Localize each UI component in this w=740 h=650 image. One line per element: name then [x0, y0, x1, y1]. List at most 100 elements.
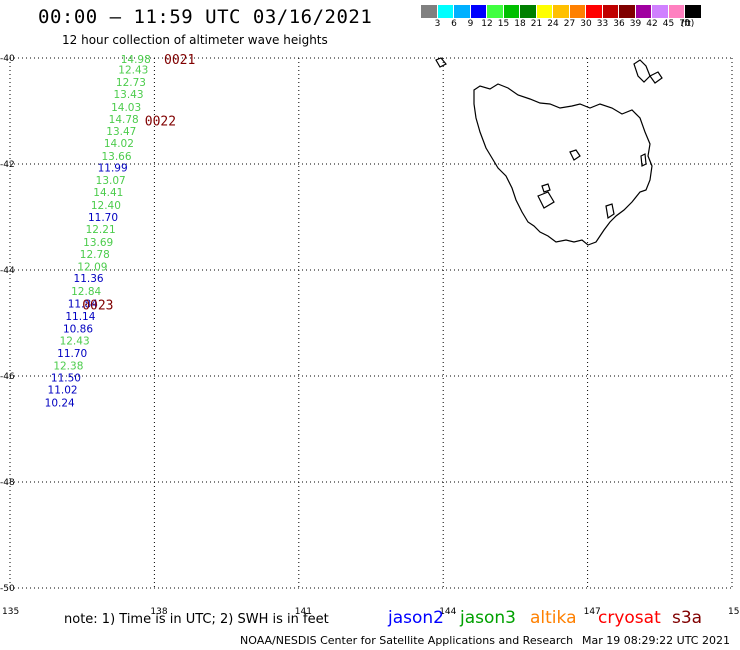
- lat-lon-grid: 135 138 141 144 147 150 -40 -42 -44 -46 -48 -50: [0, 54, 740, 617]
- tasmania-mainland: [473, 83, 653, 246]
- swh-value-label: 13.69: [83, 237, 113, 249]
- swh-value-label: 11.36: [74, 273, 104, 285]
- color-scale-label: 36: [613, 19, 625, 29]
- swh-value-label: 12.78: [80, 249, 110, 261]
- color-scale-label: 45: [662, 19, 675, 29]
- color-scale-cell: [421, 5, 438, 18]
- swh-value-label: 10.24: [45, 398, 75, 410]
- legend-jason3: jason3: [460, 608, 516, 628]
- color-scale-label: 18: [514, 19, 526, 29]
- great-lake: [569, 149, 581, 161]
- color-scale-legend: 3 6 9 12 15 18 21 24 27 30 33 36 39 42 45 70 (ft): [421, 5, 702, 30]
- color-scale-cell: [619, 5, 636, 18]
- color-scale-label: 42: [646, 19, 658, 29]
- color-scale-label: 15: [497, 19, 510, 29]
- swh-value-label: 14.03: [111, 102, 141, 114]
- swh-value-label: 12.09: [77, 261, 107, 273]
- color-scale-label: 24: [547, 19, 559, 29]
- tasmania-coastline: [435, 57, 663, 246]
- swh-value-label: 12.73: [116, 77, 146, 89]
- credit-line: NOAA/NESDIS Center for Satellite Applica…: [240, 634, 574, 647]
- color-scale-label: 27: [563, 19, 576, 29]
- lake-gordon: [541, 183, 551, 193]
- color-scale-unit: (ft): [680, 19, 695, 29]
- lon-tick-label: 150: [728, 607, 740, 617]
- color-scale-cell: [569, 5, 586, 18]
- bruny-island: [605, 203, 615, 220]
- map-title: 00:00 – 11:59 UTC 03/16/2021: [38, 6, 373, 28]
- color-scale-cell: [454, 5, 471, 18]
- color-scale-cell: [635, 5, 652, 18]
- footer-note: note: 1) Time is in UTC; 2) SWH is in fe…: [64, 612, 329, 627]
- color-scale-cell: [652, 5, 669, 18]
- lat-tick-label: -48: [0, 478, 15, 488]
- cape-barren-island: [649, 71, 663, 84]
- swh-value-label: 12.43: [118, 65, 148, 77]
- lat-tick-label: -46: [0, 372, 15, 382]
- lon-tick-label: 144: [439, 607, 456, 617]
- lat-tick-label: -40: [0, 54, 15, 64]
- swh-value-label: 10.86: [63, 323, 93, 335]
- swh-value-label: 11.99: [98, 163, 128, 175]
- swh-value-label: 14.98: [121, 54, 151, 66]
- legend-s3a: s3a: [672, 608, 703, 628]
- swh-value-label: 14.41: [93, 187, 123, 199]
- color-scale-cell: [536, 5, 553, 18]
- swh-value-label: 13.43: [113, 89, 143, 101]
- color-scale-label: 9: [467, 19, 474, 29]
- time-markers: 0021 0022 0023: [82, 53, 195, 313]
- swh-value-label: 11.70: [57, 348, 87, 360]
- color-scale-cell: [586, 5, 603, 18]
- time-marker-label: 0021: [164, 53, 195, 68]
- swh-value-label: 13.07: [96, 175, 126, 187]
- color-scale-cell: [487, 5, 504, 18]
- legend-jason2: jason2: [388, 608, 444, 628]
- observation-labels: 14.9812.4312.7313.4314.0314.7813.4714.02…: [45, 54, 151, 409]
- swh-value-label: 12.38: [53, 360, 83, 372]
- color-scale-cell: [437, 5, 454, 18]
- color-scale-cell: [553, 5, 570, 18]
- color-scale-label: 21: [530, 19, 543, 29]
- legend-altika: altika: [530, 608, 577, 628]
- time-marker-label: 0023: [82, 298, 113, 313]
- color-scale-label: 70: [679, 19, 691, 29]
- swh-value-label: 13.66: [101, 151, 131, 163]
- swh-value-label: 11.84: [68, 298, 98, 310]
- swh-value-label: 11.50: [51, 373, 81, 385]
- color-scale-label: 3: [434, 19, 441, 29]
- swh-value-label: 12.43: [60, 335, 90, 347]
- swh-value-label: 14.02: [104, 138, 134, 150]
- time-marker-label: 0022: [145, 115, 176, 130]
- generation-timestamp: Mar 19 08:29:22 UTC 2021: [582, 634, 730, 647]
- lake-pedder: [537, 191, 555, 209]
- swh-value-label: 11.70: [88, 212, 118, 224]
- swh-value-label: 14.78: [109, 114, 139, 126]
- color-scale-label: 39: [629, 19, 642, 29]
- swh-value-label: 12.40: [91, 200, 121, 212]
- color-scale-label: 12: [481, 19, 493, 29]
- lon-tick-label: 138: [150, 607, 167, 617]
- lat-tick-label: -44: [0, 266, 15, 276]
- color-scale-cell: [602, 5, 619, 18]
- flinders-island: [633, 59, 651, 83]
- swh-value-label: 11.02: [48, 384, 78, 396]
- swh-value-label: 12.84: [71, 286, 101, 298]
- lon-tick-label: 135: [2, 607, 19, 617]
- swh-value-label: 11.14: [65, 311, 95, 323]
- legend-cryosat: cryosat: [598, 608, 661, 628]
- lat-tick-label: -42: [0, 160, 15, 170]
- lon-tick-label: 141: [295, 607, 312, 617]
- color-scale-cell: [520, 5, 537, 18]
- color-scale-cell: [685, 5, 702, 18]
- color-scale-cell: [668, 5, 685, 18]
- lon-tick-label: 147: [584, 607, 601, 617]
- color-scale-label: 30: [580, 19, 592, 29]
- maria-island: [640, 153, 647, 167]
- king-island: [435, 57, 447, 68]
- color-scale-cell: [470, 5, 487, 18]
- color-scale-label: 33: [596, 19, 609, 29]
- swh-value-label: 12.21: [86, 224, 116, 236]
- lat-tick-label: -50: [0, 584, 15, 594]
- color-scale-label: 6: [451, 19, 457, 29]
